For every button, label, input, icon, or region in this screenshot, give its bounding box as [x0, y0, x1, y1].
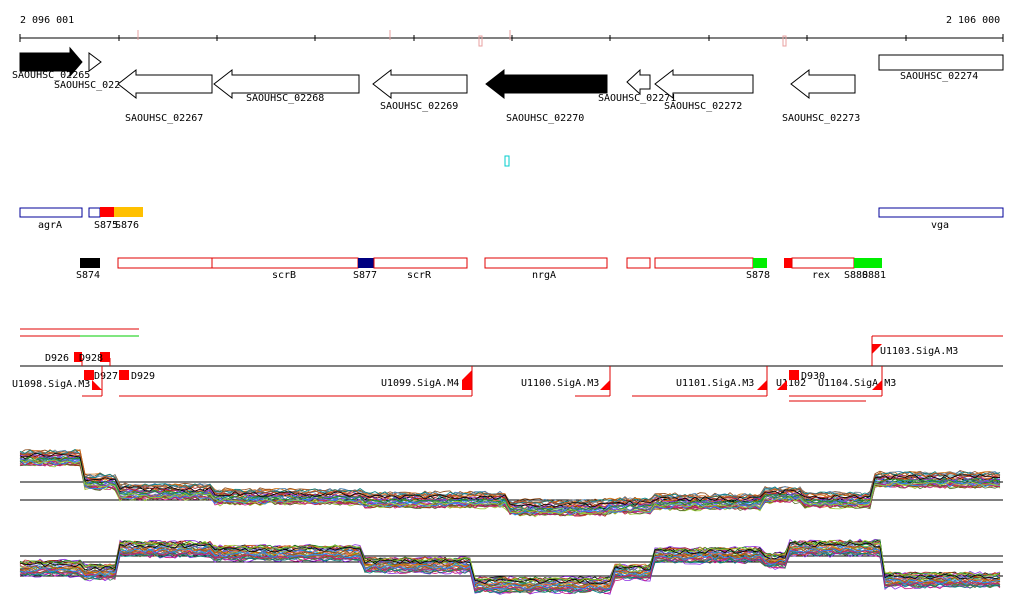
- feature-label-S881: S881: [862, 270, 886, 281]
- feature-label-nrgA: nrgA: [532, 270, 556, 281]
- gene-label-02268: SAOUHSC_02268: [246, 93, 324, 104]
- gene-label-02274: SAOUHSC_02274: [900, 71, 978, 82]
- feature-vga[interactable]: [878, 207, 1004, 218]
- promoter-label-D930: D930: [801, 371, 825, 382]
- feature-label-S877: S877: [353, 270, 377, 281]
- feature-label-S880: S880: [844, 270, 868, 281]
- promoter-label-U1103: U1103.SigA.M3: [880, 346, 958, 357]
- feature-scrR[interactable]: [373, 257, 468, 269]
- promoter-D929[interactable]: [119, 370, 129, 380]
- feature-box-small[interactable]: [88, 207, 101, 218]
- promoter-label-D928: D928: [79, 353, 103, 364]
- expression-line: [19, 549, 1001, 592]
- feature-label-scrB: scrB: [272, 270, 296, 281]
- gene-track: SAOUHSC_02265 SAOUHSC_02266 SAOUHSC_0226…: [12, 46, 1004, 167]
- promoter-label-U1099: U1099.SigA.M4: [381, 378, 459, 389]
- promoter-label-U1102: U1102: [776, 378, 806, 389]
- coordinate-ruler: 2 096 001 2 106 000: [19, 15, 1004, 47]
- promoter-D928[interactable]: [100, 352, 110, 362]
- gene-arrow-02270[interactable]: [485, 68, 608, 100]
- promoter-track: D926 D928 D927 D929 U1098.SigA.M3 U1099.…: [12, 328, 1003, 402]
- feature-S878[interactable]: [753, 258, 767, 268]
- expression-line: [19, 550, 1001, 594]
- expression-line: [20, 452, 1001, 508]
- promoter-label-U1100: U1100.SigA.M3: [521, 378, 599, 389]
- gene-label-02269: SAOUHSC_02269: [380, 101, 458, 112]
- feature-label-agrA: agrA: [38, 220, 62, 231]
- promoter-label-U1101: U1101.SigA.M3: [676, 378, 754, 389]
- gene-arrow-02273[interactable]: [790, 68, 856, 100]
- expression-line: [19, 551, 1001, 595]
- ruler-start-label: 2 096 001: [20, 15, 74, 26]
- promoter-label-D926: D926: [45, 353, 69, 364]
- feature-track-mid: S874 scrB S877 scrR nrgA S878 rex S880 S…: [76, 257, 886, 281]
- expression-line: [19, 541, 1001, 585]
- gene-label-02272: SAOUHSC_02272: [664, 101, 742, 112]
- promoter-D930[interactable]: [789, 370, 799, 380]
- feature-rex[interactable]: [791, 257, 855, 269]
- gene-label-02266: SAOUHSC_02266: [54, 80, 132, 91]
- gene-label-02265: SAOUHSC_02265: [12, 70, 90, 81]
- cyan-marker: [504, 155, 510, 167]
- promoter-D926[interactable]: [74, 352, 82, 362]
- feature-S874[interactable]: [80, 258, 100, 268]
- expression-line: [19, 450, 1001, 507]
- gene-arrow-02268[interactable]: [213, 68, 360, 100]
- expression-track-top: [19, 449, 1003, 518]
- feature-track-top: agrA S875 S876 vga: [19, 207, 1004, 231]
- feature-label-rex: rex: [812, 270, 830, 281]
- ruler-end-label: 2 106 000: [946, 15, 1000, 26]
- feature-box-red-3[interactable]: [654, 257, 754, 269]
- feature-box-red-1[interactable]: [117, 257, 213, 269]
- expression-track-bottom: [19, 538, 1003, 595]
- gene-arrow-02271[interactable]: [626, 68, 651, 96]
- promoter-label-D929: D929: [131, 371, 155, 382]
- feature-agrA[interactable]: [19, 207, 83, 218]
- expression-line: [19, 546, 1001, 590]
- feature-S881[interactable]: [864, 258, 882, 268]
- promoter-label-U1104: U1104.SigA.M3: [818, 378, 896, 389]
- expression-line: [19, 459, 1001, 516]
- feature-label-scrR: scrR: [407, 270, 432, 281]
- promoter-D927[interactable]: [84, 370, 94, 380]
- feature-label-S876: S876: [115, 220, 139, 231]
- expression-line: [19, 539, 1001, 583]
- gene-label-02273: SAOUHSC_02273: [782, 113, 860, 124]
- gene-arrow-02272[interactable]: [654, 68, 754, 100]
- gene-label-02271: SAOUHSC_02271: [598, 93, 676, 104]
- feature-label-S878: S878: [746, 270, 770, 281]
- gene-arrow-02267[interactable]: [117, 68, 213, 100]
- feature-box-red-2[interactable]: [626, 257, 651, 269]
- feature-label-S875: S875: [94, 220, 118, 231]
- gene-arrow-02266[interactable]: [88, 52, 102, 72]
- expression-lines-top: [19, 449, 1001, 518]
- gene-arrow-02269[interactable]: [372, 68, 468, 100]
- gene-label-02270: SAOUHSC_02270: [506, 113, 584, 124]
- promoter-label-D927: D927: [94, 371, 118, 382]
- expression-line: [19, 459, 1001, 515]
- promoter-label-U1098: U1098.SigA.M3: [12, 379, 90, 390]
- feature-red-small[interactable]: [784, 258, 792, 268]
- expression-lines-bottom: [19, 538, 1001, 595]
- feature-S876[interactable]: [114, 207, 143, 217]
- feature-S877[interactable]: [358, 258, 374, 268]
- feature-label-S874: S874: [76, 270, 100, 281]
- feature-scrB[interactable]: [211, 257, 359, 269]
- feature-S880[interactable]: [854, 258, 864, 268]
- gene-label-02267: SAOUHSC_02267: [125, 113, 203, 124]
- feature-label-vga: vga: [931, 220, 949, 231]
- feature-S875[interactable]: [100, 207, 114, 217]
- gene-box-02274[interactable]: [878, 54, 1004, 71]
- expression-line: [19, 547, 1001, 590]
- feature-nrgA[interactable]: [484, 257, 608, 269]
- gene-arrow-02265[interactable]: [19, 46, 83, 78]
